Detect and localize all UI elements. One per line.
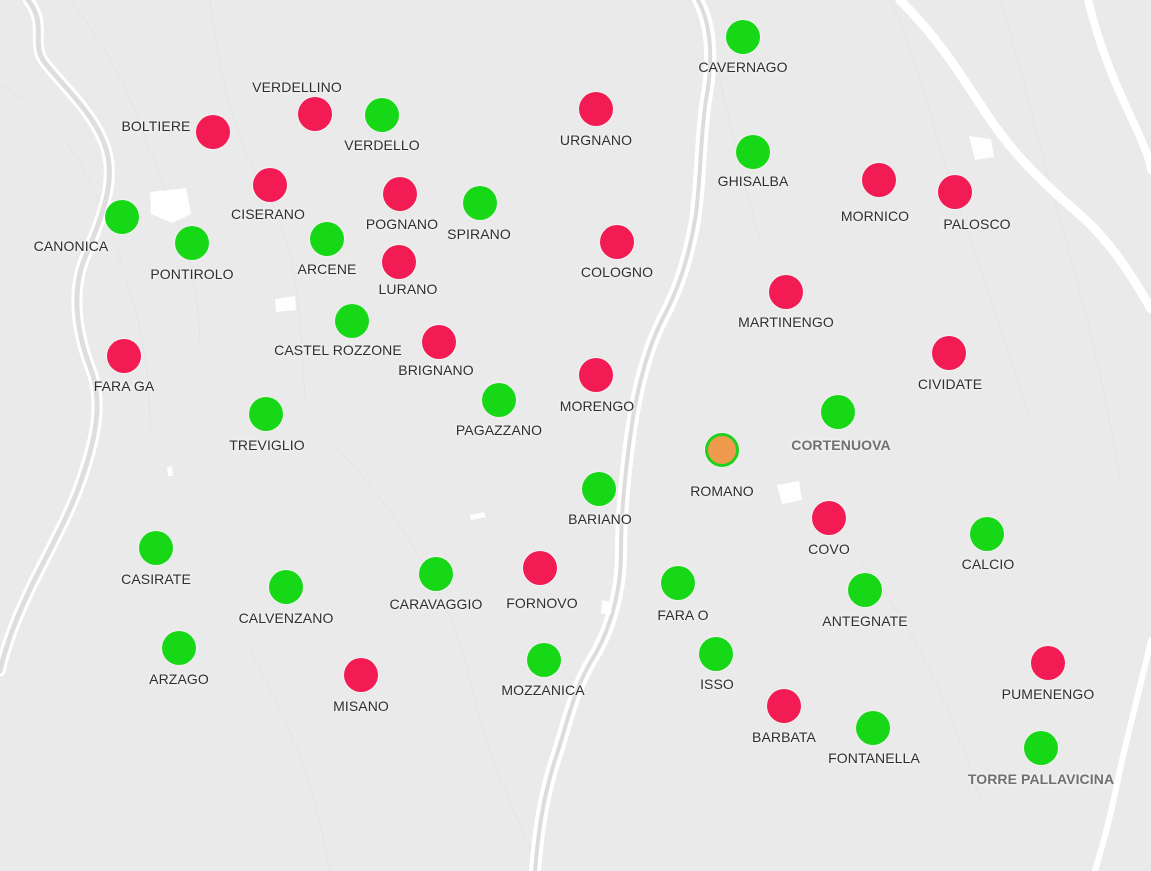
caravaggio-marker[interactable]: [419, 557, 453, 591]
ciserano-marker[interactable]: [253, 168, 287, 202]
cortenuova-marker[interactable]: [821, 395, 855, 429]
small-water-patches: [150, 136, 994, 614]
mozzanica-marker[interactable]: [527, 643, 561, 677]
pumenengo-marker[interactable]: [1031, 646, 1065, 680]
verdello-marker[interactable]: [365, 98, 399, 132]
isso-marker[interactable]: [699, 637, 733, 671]
fornovo-marker[interactable]: [523, 551, 557, 585]
casirate-marker[interactable]: [139, 531, 173, 565]
arcene-marker[interactable]: [310, 222, 344, 256]
lurano-marker[interactable]: [382, 245, 416, 279]
romano-marker[interactable]: [705, 433, 739, 467]
canonica-marker[interactable]: [105, 200, 139, 234]
ghisalba-marker[interactable]: [736, 135, 770, 169]
urgnano-marker[interactable]: [579, 92, 613, 126]
palosco-marker[interactable]: [938, 175, 972, 209]
verdellino-marker[interactable]: [298, 97, 332, 131]
fontanella-marker[interactable]: [856, 711, 890, 745]
river-left-highlight: [0, 0, 112, 674]
misano-marker[interactable]: [344, 658, 378, 692]
boltiere-marker[interactable]: [196, 115, 230, 149]
calvenzano-marker[interactable]: [269, 570, 303, 604]
river-right: [895, 0, 1151, 314]
calcio-marker[interactable]: [970, 517, 1004, 551]
barbata-marker[interactable]: [767, 689, 801, 723]
cividate-marker[interactable]: [932, 336, 966, 370]
antegnate-marker[interactable]: [848, 573, 882, 607]
castel-rozzone-marker[interactable]: [335, 304, 369, 338]
brignano-marker[interactable]: [422, 325, 456, 359]
cologno-marker[interactable]: [600, 225, 634, 259]
mornico-marker[interactable]: [862, 163, 896, 197]
cavernago-marker[interactable]: [726, 20, 760, 54]
bariano-marker[interactable]: [582, 472, 616, 506]
martinengo-marker[interactable]: [769, 275, 803, 309]
fara-ga-marker[interactable]: [107, 339, 141, 373]
river-right-2: [1084, 0, 1151, 174]
pognano-marker[interactable]: [383, 177, 417, 211]
river-center-highlight: [533, 0, 713, 871]
pontirolo-marker[interactable]: [175, 226, 209, 260]
arzago-marker[interactable]: [162, 631, 196, 665]
covo-marker[interactable]: [812, 501, 846, 535]
morengo-marker[interactable]: [579, 358, 613, 392]
river-right-3: [1092, 637, 1151, 871]
treviglio-marker[interactable]: [249, 397, 283, 431]
fara-o-marker[interactable]: [661, 566, 695, 600]
spirano-marker[interactable]: [463, 186, 497, 220]
torre-pallavicina-marker[interactable]: [1024, 731, 1058, 765]
pagazzano-marker[interactable]: [482, 383, 516, 417]
